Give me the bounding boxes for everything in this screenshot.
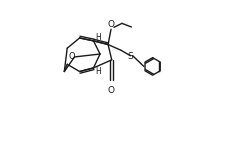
Text: H: H [96,67,101,76]
Text: H: H [96,33,101,42]
Text: O: O [108,20,115,29]
Text: S: S [128,52,134,61]
Text: O: O [108,86,115,95]
Text: O: O [69,52,75,61]
